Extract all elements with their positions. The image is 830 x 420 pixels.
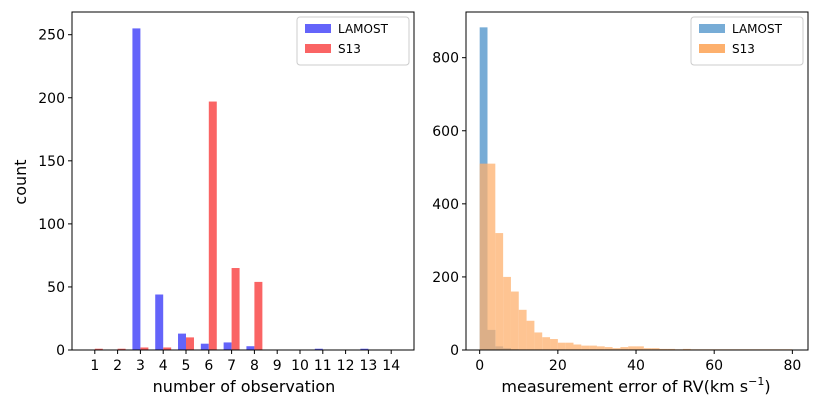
left-chart-panel: count number of observation 1 2 3 4 5 6 7 8 9 10 1… xyxy=(11,11,415,396)
hist-bin-s13-26 xyxy=(581,345,590,350)
bar-s13-5 xyxy=(186,337,194,350)
hist-bin-s13-34 xyxy=(612,348,621,350)
left-axes-frame xyxy=(71,11,415,351)
left-y-tick-label: 250 xyxy=(38,28,65,44)
left-bars xyxy=(94,28,369,351)
left-y-tick-label: 100 xyxy=(38,217,65,233)
hist-bin-s13-38 xyxy=(628,346,637,350)
bar-lamost-3 xyxy=(132,28,141,351)
right-legend-swatch-s13 xyxy=(699,44,725,53)
right-y-tick-label: 0 xyxy=(450,343,459,359)
hist-bin-s13-10 xyxy=(518,309,527,350)
left-legend-swatch-s13 xyxy=(305,44,331,53)
hist-bin-s13-42 xyxy=(643,348,652,350)
bar-s13-7 xyxy=(231,268,240,350)
hist-bin-s13-14 xyxy=(534,332,543,350)
left-x-tick-label: 6 xyxy=(204,358,213,374)
hist-bin-s13-6 xyxy=(503,276,511,350)
right-x-axis-label-main: measurement error of RV(km s xyxy=(501,377,748,396)
hist-bin-s13-46 xyxy=(659,348,668,350)
right-histogram-bars xyxy=(479,27,793,351)
hist-bin-s13-0 xyxy=(479,163,488,350)
hist-bin-s13-20 xyxy=(557,342,566,350)
hist-bin-s13-24 xyxy=(573,344,582,350)
right-legend: LAMOST S13 xyxy=(690,16,804,66)
hist-bin-s13-8 xyxy=(510,291,519,350)
right-y-tick-label: 800 xyxy=(432,51,459,67)
right-x-tick-label: 0 xyxy=(475,358,484,374)
right-x-tick-label: 80 xyxy=(783,358,801,374)
right-x-tick-label: 40 xyxy=(627,358,645,374)
left-y-tick-label: 50 xyxy=(47,280,65,296)
right-x-tick-label: 60 xyxy=(705,358,723,374)
left-y-tick-label: 200 xyxy=(38,91,65,107)
left-x-tick-label: 5 xyxy=(182,358,191,374)
hist-bin-s13-2 xyxy=(487,163,496,350)
right-x-axis-label-close: ) xyxy=(764,377,770,396)
left-x-tick-label: 1 xyxy=(90,358,99,374)
left-x-axis-label: number of observation xyxy=(153,377,336,396)
left-y-tick-label: 0 xyxy=(56,343,65,359)
right-legend-label-lamost: LAMOST xyxy=(732,22,783,36)
left-x-tick-label: 9 xyxy=(273,358,282,374)
hist-bin-s13-16 xyxy=(542,337,551,350)
left-x-tick-label: 11 xyxy=(314,358,332,374)
left-y-tick-label: 150 xyxy=(38,154,65,170)
bar-lamost-7 xyxy=(223,342,232,350)
right-y-tick-label: 200 xyxy=(432,270,459,286)
hist-bin-s13-28 xyxy=(589,345,597,350)
left-x-tick-label: 2 xyxy=(113,358,122,374)
hist-bin-s13-36 xyxy=(620,347,629,350)
bar-lamost-4 xyxy=(155,294,164,350)
left-x-tick-label: 13 xyxy=(359,358,377,374)
right-y-tick-label: 400 xyxy=(432,197,459,213)
left-y-axis-label: count xyxy=(11,159,30,204)
bar-s13-3 xyxy=(140,347,149,350)
right-x-axis-label-exponent: −1 xyxy=(748,375,764,388)
hist-bin-s13-12 xyxy=(526,320,535,350)
right-legend-swatch-lamost xyxy=(699,24,725,33)
left-x-tick-label: 8 xyxy=(250,358,259,374)
hist-bin-s13-30 xyxy=(596,346,605,350)
left-x-tick-label: 7 xyxy=(227,358,236,374)
bar-s13-6 xyxy=(208,101,217,351)
bar-lamost-5 xyxy=(178,333,186,350)
left-x-tick-label: 14 xyxy=(382,358,400,374)
bar-s13-1 xyxy=(94,348,103,350)
hist-bin-s13-48 xyxy=(667,348,676,350)
bar-s13-4 xyxy=(163,347,172,350)
bar-s13-2 xyxy=(117,348,126,350)
right-axes-frame xyxy=(465,11,809,351)
left-x-tick-label: 12 xyxy=(337,358,355,374)
left-x-tick-label: 3 xyxy=(136,358,145,374)
left-x-tick-label: 10 xyxy=(291,358,309,374)
left-legend-swatch-lamost xyxy=(305,24,331,33)
right-chart-panel: measurement error of RV(km s−1) 0 20 40 60 8… xyxy=(432,11,809,396)
bar-lamost-13 xyxy=(360,348,369,350)
hist-bin-s13-44 xyxy=(651,348,660,350)
left-legend-label-s13: S13 xyxy=(338,42,361,56)
bar-lamost-8 xyxy=(246,346,255,350)
left-legend: LAMOST S13 xyxy=(296,16,410,66)
hist-bin-s13-40 xyxy=(636,346,644,350)
bar-lamost-11 xyxy=(314,348,323,350)
hist-bin-s13-18 xyxy=(550,339,558,350)
left-x-tick-label: 4 xyxy=(159,358,168,374)
right-x-axis-label: measurement error of RV(km s−1) xyxy=(501,375,770,396)
hist-bin-s13-32 xyxy=(604,347,613,350)
hist-bin-s13-22 xyxy=(565,342,574,350)
hist-bin-s13-52 xyxy=(682,348,691,350)
left-legend-label-lamost: LAMOST xyxy=(338,22,389,36)
right-y-tick-label: 600 xyxy=(432,124,459,140)
hist-bin-s13-4 xyxy=(495,233,504,350)
right-legend-label-s13: S13 xyxy=(732,42,755,56)
right-x-tick-label: 20 xyxy=(549,358,567,374)
bar-lamost-6 xyxy=(200,343,209,350)
bar-s13-8 xyxy=(254,281,263,350)
